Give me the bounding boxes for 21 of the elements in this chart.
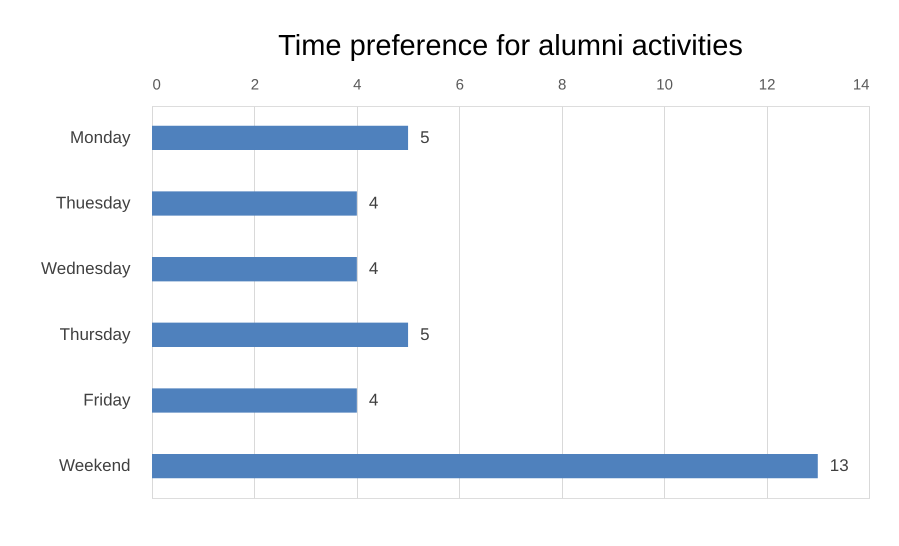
- x-tick-label: 8: [558, 76, 566, 94]
- data-label: 4: [368, 390, 378, 410]
- y-tick-label: Thuesday: [56, 194, 131, 213]
- x-tick-label: 10: [656, 76, 673, 94]
- data-label: 4: [368, 259, 378, 278]
- y-tick-label: Friday: [83, 390, 131, 410]
- x-tick-label: 12: [758, 76, 776, 94]
- x-tick-label: 6: [456, 76, 464, 94]
- y-tick-label: Monday: [70, 128, 131, 147]
- x-tick-label: 0: [152, 76, 161, 94]
- y-tick-label: Thursday: [60, 324, 131, 344]
- y-tick-label: Wednesday: [41, 259, 131, 278]
- data-label: 5: [420, 324, 430, 344]
- x-tick-label: 4: [353, 76, 362, 94]
- data-label: 13: [830, 456, 849, 476]
- x-tick-label: 2: [250, 76, 260, 94]
- chart-title: Time preference for alumni activities: [278, 30, 743, 62]
- y-tick-label: Weekend: [58, 456, 130, 476]
- x-tick-label: 14: [852, 76, 870, 94]
- data-label: 5: [420, 128, 430, 147]
- data-label: 4: [368, 194, 378, 213]
